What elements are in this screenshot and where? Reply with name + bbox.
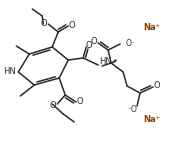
Text: O: O (77, 97, 83, 107)
Text: Na⁺: Na⁺ (143, 115, 160, 125)
Text: Na⁺: Na⁺ (143, 22, 160, 32)
Text: O: O (154, 82, 160, 90)
Text: O⁻: O⁻ (126, 38, 136, 48)
Text: HN: HN (4, 68, 16, 76)
Text: O: O (50, 101, 57, 109)
Text: O: O (86, 41, 92, 51)
Text: O: O (91, 37, 98, 47)
Text: O: O (41, 19, 47, 29)
Text: ⁻O: ⁻O (127, 106, 137, 114)
Text: O: O (69, 21, 76, 31)
Text: HN: HN (99, 56, 112, 66)
